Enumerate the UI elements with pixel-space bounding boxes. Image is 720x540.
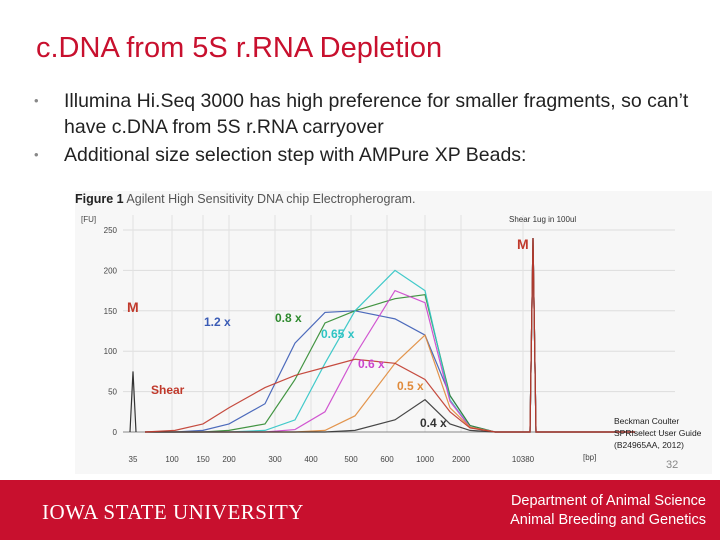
reference-line: Beckman Coulter xyxy=(614,416,680,426)
reference-line: SPRIselect User Guide xyxy=(614,428,702,438)
x-tick-label: 100 xyxy=(165,455,179,464)
series-label: 0.8 x xyxy=(275,311,302,325)
series-line xyxy=(145,238,635,433)
shear-note: Shear 1ug in 100ul xyxy=(509,215,576,224)
electropherogram-figure xyxy=(75,191,712,474)
y-tick-label: 200 xyxy=(104,266,118,275)
x-tick-label: 400 xyxy=(304,455,318,464)
chart-series xyxy=(129,238,635,433)
department-info: Department of Animal Science Animal Bree… xyxy=(510,492,706,530)
bullet-item: • Illumina Hi.Seq 3000 has high preferen… xyxy=(34,88,714,140)
series-label: Shear xyxy=(151,383,185,397)
bullet-text: Illumina Hi.Seq 3000 has high preference… xyxy=(64,90,689,138)
x-tick-label: 200 xyxy=(222,455,236,464)
series-line xyxy=(145,238,635,433)
series-line xyxy=(145,238,635,433)
y-tick-label: 250 xyxy=(104,226,118,235)
figure-caption-label: Figure 1 xyxy=(75,192,124,206)
x-tick-label: 300 xyxy=(268,455,282,464)
y-tick-label: 150 xyxy=(104,307,118,316)
series-label: 0.65 x xyxy=(321,327,355,341)
bullet-dot-icon: • xyxy=(34,147,39,162)
page-number: 32 xyxy=(666,459,679,471)
x-tick-label: 1000 xyxy=(416,455,434,464)
series-line xyxy=(145,238,635,433)
bullet-list: • Illumina Hi.Seq 3000 has high preferen… xyxy=(34,88,714,170)
x-tick-label: 2000 xyxy=(452,455,470,464)
series-line xyxy=(144,238,635,433)
series-label: 0.4 x xyxy=(420,416,447,430)
department-line: Department of Animal Science xyxy=(510,493,706,509)
series-line xyxy=(145,238,635,433)
series-line xyxy=(145,238,635,433)
marker-peak-left xyxy=(129,371,137,433)
marker-label: M xyxy=(127,299,139,315)
figure-reference: Beckman Coulter SPRIselect User Guide (B… xyxy=(614,415,701,451)
y-tick-label: 0 xyxy=(113,428,118,437)
y-tick-label: 100 xyxy=(104,347,118,356)
chart-grid xyxy=(123,215,675,433)
bullet-item: • Additional size selection step with AM… xyxy=(34,142,714,168)
marker-label: M xyxy=(517,236,529,252)
figure-caption: Figure 1 Agilent High Sensitivity DNA ch… xyxy=(75,192,415,206)
x-tick-label: 500 xyxy=(344,455,358,464)
bullet-dot-icon: • xyxy=(34,93,39,108)
bullet-text: Additional size selection step with AMPu… xyxy=(64,144,527,166)
chart-labels: 1.2 x 0.8 x 0.65 x 0.6 x 0.5 x 0.4 x Shear M M Sh… xyxy=(127,215,576,430)
footer-bar: IOWA STATE UNIVERSITY Department of Anim… xyxy=(0,480,720,540)
x-tick-label: 150 xyxy=(196,455,210,464)
electropherogram-chart: 0 50 100 150 200 250 [FU] 35 100 150 200 300 400 500… xyxy=(81,215,675,464)
x-tick-label: 600 xyxy=(380,455,394,464)
series-label: 0.6 x xyxy=(358,357,385,371)
university-logo: IOWA STATE UNIVERSITY xyxy=(42,500,304,524)
y-tick-label: 50 xyxy=(108,388,117,397)
x-axis-label: [bp] xyxy=(583,453,596,462)
series-label: 1.2 x xyxy=(204,315,231,329)
y-axis-label: [FU] xyxy=(81,215,96,224)
x-tick-label: 10380 xyxy=(512,455,535,464)
x-axis: 35 100 150 200 300 400 500 600 1000 2000 10380 [bp] xyxy=(123,431,635,464)
x-tick-label: 35 xyxy=(129,455,138,464)
department-line: Animal Breeding and Genetics xyxy=(510,512,706,528)
reference-line: (B24965AA, 2012) xyxy=(614,440,684,450)
slide-title: c.DNA from 5S r.RNA Depletion xyxy=(36,32,443,64)
figure-caption-text: Agilent High Sensitivity DNA chip Electr… xyxy=(126,192,416,206)
series-label: 0.5 x xyxy=(397,379,424,393)
y-axis: 0 50 100 150 200 250 [FU] xyxy=(81,215,118,437)
